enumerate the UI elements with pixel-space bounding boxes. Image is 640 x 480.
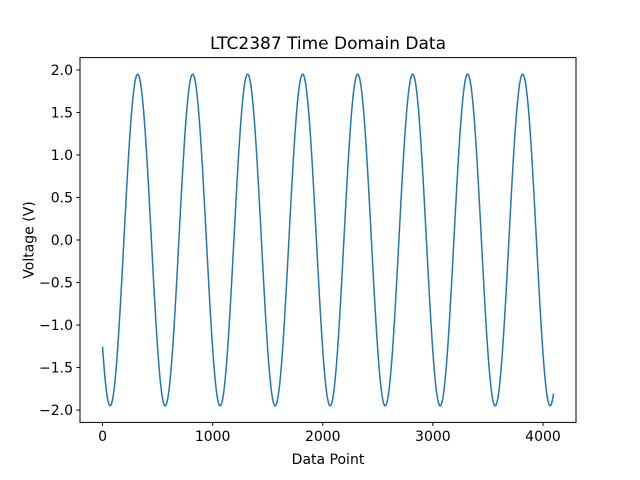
x-tick-label: 2000 [305, 429, 341, 445]
x-tick-label: 1000 [195, 429, 231, 445]
y-tick-label: −0.5 [39, 276, 73, 292]
y-axis-label: Voltage (V) [22, 201, 38, 278]
y-tick-label: 0.5 [51, 190, 73, 206]
x-tick-label: 3000 [415, 429, 451, 445]
x-tick-label: 4000 [525, 429, 561, 445]
y-tick-label: −2.0 [39, 403, 73, 419]
y-tick-label: −1.0 [39, 318, 73, 334]
y-tick-label: −1.5 [39, 361, 73, 377]
y-axis-ticks: −2.0 −1.5 −1.0 −0.5 0.0 0.5 1.0 1.5 2.0 [39, 63, 80, 419]
y-tick-label: 1.0 [51, 148, 73, 164]
x-tick-label: 0 [98, 429, 107, 445]
x-axis-label: Data Point [292, 452, 365, 468]
waveform-line [101, 73, 555, 407]
y-tick-label: 1.5 [51, 105, 73, 121]
x-axis-ticks: 0 1000 2000 3000 4000 [98, 422, 561, 445]
chart-title: LTC2387 Time Domain Data [210, 34, 446, 54]
y-tick-label: 0.0 [51, 233, 73, 249]
y-tick-label: 2.0 [51, 63, 73, 79]
plot-border [79, 57, 577, 423]
